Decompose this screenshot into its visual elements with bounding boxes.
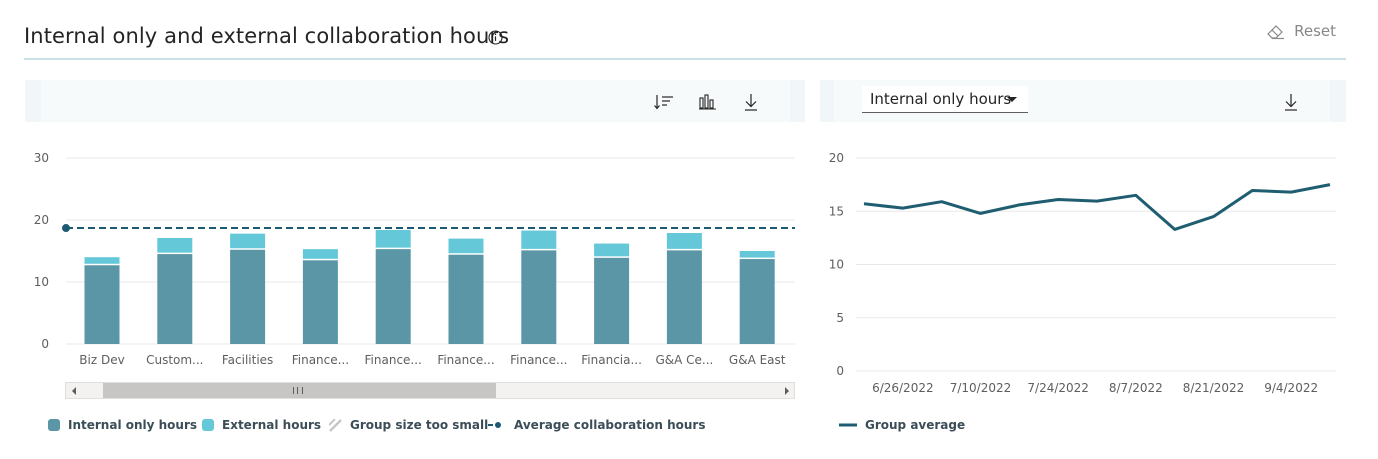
- download-button-right[interactable]: [1282, 92, 1300, 112]
- series-line-group-average: [863, 183, 1331, 231]
- x-tick-label: Finance...: [510, 353, 567, 367]
- bar-external: [84, 257, 120, 264]
- legend-small-group[interactable]: Group size too small: [329, 418, 488, 432]
- scroll-left-button[interactable]: [66, 383, 81, 398]
- bar-internal: [84, 265, 120, 344]
- group-average-line-chart: 0 5 10 15 20 6/26/2022 7/10/2022 7/24/2022 8/7/2…: [829, 151, 1336, 395]
- x-tick-label: 6/26/2022: [872, 381, 934, 395]
- x-tick-label: 7/10/2022: [950, 381, 1012, 395]
- scroll-right-icon: [784, 386, 789, 395]
- y-tick-label: 20: [34, 213, 49, 227]
- bar-internal: [739, 259, 775, 344]
- download-button-left[interactable]: [742, 92, 760, 112]
- average-line-marker: [62, 224, 70, 233]
- x-tick-label: Finance...: [365, 353, 422, 367]
- legend-average[interactable]: Average collaboration hours: [488, 418, 705, 432]
- solid-line-icon: [839, 423, 857, 427]
- reset-button[interactable]: Reset: [1266, 22, 1336, 40]
- legend-internal-label: Internal only hours: [68, 418, 198, 432]
- bar-external: [230, 233, 266, 249]
- bar-internal: [521, 250, 557, 344]
- y-tick-label: 15: [829, 204, 844, 218]
- bar-external: [157, 237, 193, 253]
- bar-external: [302, 249, 338, 259]
- y-tick-label: 20: [829, 151, 844, 165]
- legend-group-average-label: Group average: [865, 418, 966, 432]
- chart-type-button[interactable]: [698, 93, 718, 111]
- metric-dropdown[interactable]: Internal only hours: [862, 86, 1028, 113]
- scroll-thumb[interactable]: [103, 383, 496, 398]
- legend-average-label: Average collaboration hours: [514, 418, 706, 432]
- left-toolbar-edge: [25, 80, 41, 122]
- bar-external: [594, 243, 630, 257]
- x-tick-label: Facilities: [222, 353, 273, 367]
- y-tick-label: 30: [34, 151, 49, 165]
- right-toolbar-edge: [820, 80, 834, 122]
- legend-internal[interactable]: Internal only hours: [48, 418, 197, 432]
- scroll-right-button[interactable]: [779, 383, 794, 398]
- x-tick-label: Financia...: [581, 353, 642, 367]
- x-tick-label: 8/7/2022: [1109, 381, 1163, 395]
- bar-internal: [230, 249, 266, 344]
- title-divider: [24, 58, 1346, 60]
- bar-external: [739, 251, 775, 258]
- x-tick-label: 8/21/2022: [1183, 381, 1245, 395]
- y-tick-label: 5: [836, 311, 844, 325]
- scroll-grip-icon: [293, 387, 303, 394]
- legend-external-label: External hours: [222, 418, 322, 432]
- x-tick-label: 9/4/2022: [1264, 381, 1318, 395]
- y-tick-label: 0: [836, 364, 844, 378]
- y-tick-label: 0: [41, 337, 49, 351]
- left-toolbar-edge-right: [790, 80, 805, 122]
- horizontal-scrollbar[interactable]: [65, 382, 795, 399]
- x-tick-label: Custom...: [146, 353, 203, 367]
- metric-dropdown-value: Internal only hours: [870, 90, 1012, 108]
- bar-internal: [448, 254, 484, 344]
- left-toolbar: [25, 80, 805, 122]
- bar-internal: [302, 260, 338, 344]
- right-toolbar-edge-right: [1330, 80, 1346, 122]
- bar-internal: [375, 249, 411, 344]
- x-tick-label: Finance...: [292, 353, 349, 367]
- x-tick-label: G&A East: [729, 353, 786, 367]
- x-tick-label: 7/24/2022: [1027, 381, 1089, 395]
- sort-button[interactable]: [653, 93, 675, 111]
- bar-internal: [594, 257, 630, 344]
- bar-external: [666, 233, 702, 249]
- legend-small-label: Group size too small: [350, 418, 489, 432]
- bar-internal: [666, 250, 702, 344]
- legend-external[interactable]: External hours: [202, 418, 321, 432]
- legend-internal-swatch: [48, 419, 60, 431]
- scroll-left-icon: [71, 386, 76, 395]
- eraser-icon: [1267, 24, 1285, 39]
- x-tick-label: Biz Dev: [79, 353, 124, 367]
- y-tick-label: 10: [34, 275, 49, 289]
- collaboration-bar-chart: 0 10 20 30 Biz Dev Custom... Facilities Finance…: [34, 151, 795, 367]
- info-icon[interactable]: [488, 30, 503, 45]
- caret-down-icon: [1007, 97, 1017, 102]
- legend-external-swatch: [202, 419, 214, 431]
- x-tick-label: G&A Ce...: [655, 353, 713, 367]
- bar-external: [521, 230, 557, 249]
- x-tick-label: Finance...: [437, 353, 494, 367]
- reset-label: Reset: [1294, 22, 1336, 40]
- legend-group-average[interactable]: Group average: [839, 418, 965, 432]
- bar-external: [375, 229, 411, 248]
- bar-internal: [157, 254, 193, 344]
- dashed-line-dot-icon: [488, 422, 501, 428]
- y-tick-label: 10: [829, 258, 844, 272]
- bar-external: [448, 238, 484, 254]
- hatch-icon: [329, 418, 342, 432]
- page-title: Internal only and external collaboration…: [24, 24, 510, 48]
